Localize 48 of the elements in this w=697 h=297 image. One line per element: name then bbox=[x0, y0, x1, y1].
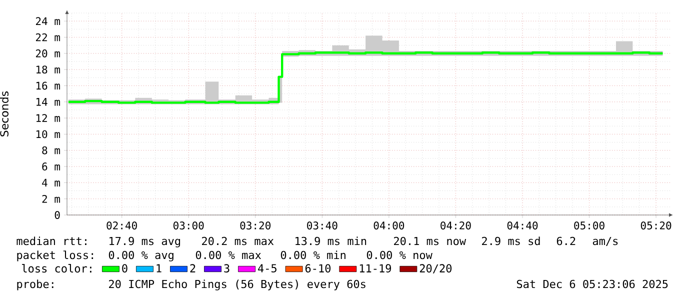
text: 0.00 % now bbox=[366, 250, 432, 260]
text: 2.9 ms sd bbox=[482, 236, 540, 246]
text: median rtt: bbox=[16, 236, 86, 246]
text: Sat Dec 6 05:23:06 2025 bbox=[516, 280, 668, 288]
x-tick-label: 03:40 bbox=[307, 222, 338, 230]
text: 0.00 % max bbox=[196, 250, 262, 260]
text: probe: bbox=[17, 280, 54, 290]
text: packet loss: bbox=[17, 250, 94, 262]
y-tick-label: 22 m bbox=[36, 33, 60, 42]
y-tick-label: 18 m bbox=[36, 66, 60, 74]
legend-label: 20/20 bbox=[420, 264, 452, 274]
y-tick-label: 20 m bbox=[36, 49, 60, 58]
y-tick-label: 16 m bbox=[36, 82, 60, 90]
legend-title: loss color: bbox=[22, 264, 92, 273]
legend-label: 4-5 bbox=[258, 264, 276, 272]
legend-label: 1 bbox=[156, 264, 162, 272]
y-tick-label: 10 m bbox=[36, 130, 60, 138]
y-axis-title: Seconds bbox=[0, 91, 8, 136]
text: am/s bbox=[592, 236, 618, 246]
y-tick-label: 12 m bbox=[36, 114, 60, 122]
text: 20.1 ms now bbox=[394, 236, 466, 246]
x-tick-label: 04:00 bbox=[374, 222, 404, 230]
x-tick-label: 04:20 bbox=[440, 222, 471, 230]
y-tick-label: 4 m bbox=[42, 178, 60, 187]
x-tick-label: 02:40 bbox=[106, 222, 137, 230]
x-tick-label: 05:20 bbox=[640, 222, 672, 230]
y-tick-label: 0 bbox=[54, 211, 60, 219]
y-tick-label: 14 m bbox=[36, 98, 60, 106]
legend-label: 0 bbox=[122, 264, 128, 272]
x-tick-label: 04:40 bbox=[507, 222, 538, 230]
text: 0.00 % min bbox=[280, 250, 346, 260]
text: 0.00 % avg bbox=[108, 250, 174, 262]
x-tick-label: 03:20 bbox=[240, 222, 270, 230]
legend-label: 3 bbox=[224, 264, 230, 272]
x-tick-label: 03:00 bbox=[173, 222, 204, 230]
legend-label: 2 bbox=[190, 264, 196, 272]
legend-label: 6-10 bbox=[305, 264, 330, 272]
y-tick-label: 8 m bbox=[42, 146, 60, 154]
y-tick-label: 6 m bbox=[42, 162, 60, 170]
legend-label: 11-19 bbox=[360, 264, 391, 272]
y-tick-label: 24 m bbox=[36, 17, 60, 25]
text: 20.2 ms max bbox=[202, 236, 274, 246]
x-tick-label: 05:00 bbox=[574, 222, 604, 230]
text: 17.9 ms avg bbox=[110, 236, 180, 248]
y-tick-label: 2 m bbox=[42, 194, 60, 203]
text: 6.2 bbox=[556, 236, 576, 246]
text: 20 ICMP Echo Pings (56 Bytes) every 60s bbox=[109, 280, 366, 290]
text: 13.9 ms min bbox=[296, 236, 366, 246]
